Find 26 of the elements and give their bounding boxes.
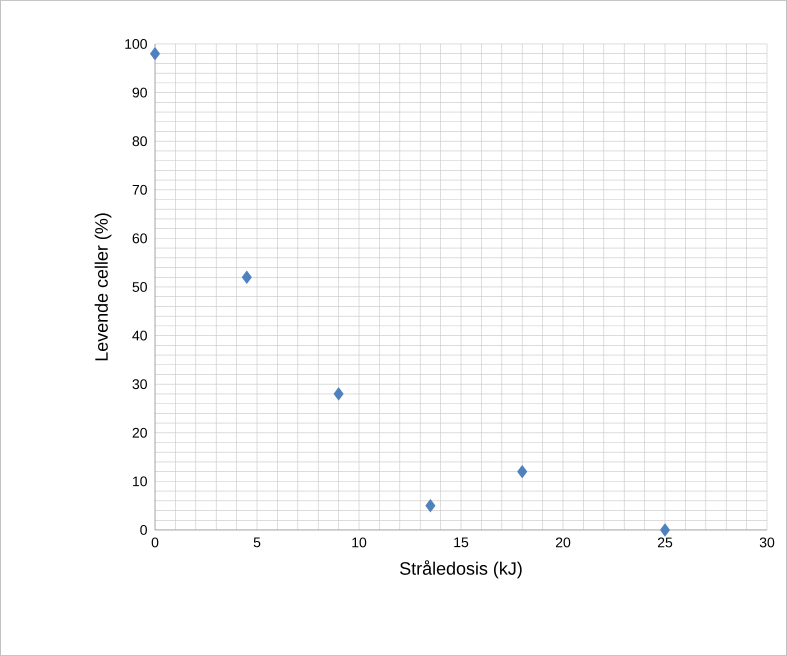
y-axis-title: Levende celler (%): [94, 213, 112, 360]
x-tick-label: 0: [152, 537, 158, 548]
point: [334, 387, 344, 401]
y-tick-label: 0: [140, 525, 147, 535]
y-tick-label: 90: [132, 88, 147, 98]
point: [242, 270, 252, 284]
point: [425, 498, 436, 512]
x-tick-label: 10: [352, 537, 366, 548]
y-tick-label: 30: [132, 379, 147, 390]
y-tick-label: 10: [133, 476, 147, 486]
point: [660, 523, 670, 537]
x-tick-label: 5: [254, 538, 260, 548]
point: [150, 47, 160, 60]
x-tick-label: 25: [658, 537, 672, 548]
x-tick-label: 30: [760, 537, 774, 548]
y-tick-label: 20: [132, 428, 147, 438]
y-tick-label: 60: [132, 233, 147, 244]
point: [517, 464, 528, 478]
y-tick-label: 80: [132, 136, 147, 146]
y-tick-label: 70: [132, 184, 147, 195]
y-tick-label: 50: [132, 282, 147, 292]
y-tick-label: 100: [125, 39, 147, 49]
x-tick-label: 15: [454, 538, 468, 548]
y-tick-label: 40: [132, 330, 147, 341]
x-tick-label: 20: [556, 537, 570, 548]
x-axis-title: Stråledosis (kJ): [400, 560, 522, 578]
